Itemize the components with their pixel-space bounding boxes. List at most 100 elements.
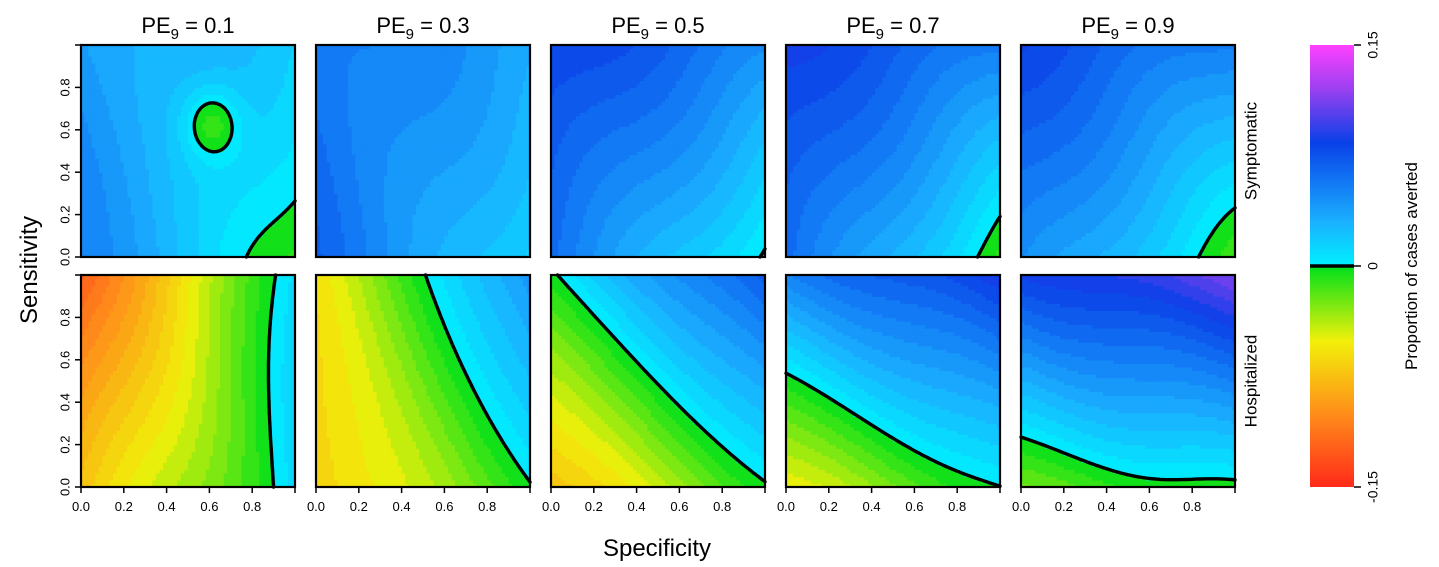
contour-cell — [92, 151, 96, 155]
contour-cell — [259, 126, 263, 130]
contour-cell — [156, 222, 160, 226]
contour-cell — [234, 197, 238, 201]
contour-cell — [373, 222, 377, 226]
contour-cell — [270, 94, 274, 98]
contour-cell — [274, 204, 278, 208]
contour-cell — [405, 243, 409, 247]
contour-cell — [113, 105, 117, 109]
contour-cell — [509, 225, 513, 229]
contour-cell — [284, 137, 288, 141]
contour-cell — [199, 116, 203, 120]
contour-cell — [163, 208, 167, 212]
contour-cell — [156, 102, 160, 106]
contour-cell — [159, 246, 163, 250]
contour-cell — [99, 66, 103, 70]
contour-cell — [152, 158, 156, 162]
contour-cell — [206, 109, 210, 113]
contour-cell — [117, 246, 121, 250]
contour-cell — [106, 179, 110, 183]
contour-cell — [209, 87, 213, 91]
contour-fill — [81, 45, 296, 258]
contour-cell — [238, 87, 242, 91]
contour-cell — [181, 176, 185, 180]
contour-cell — [95, 140, 99, 144]
contour-cell — [127, 204, 131, 208]
contour-cell — [85, 98, 89, 102]
contour-cell — [181, 73, 185, 77]
contour-cell — [288, 144, 292, 148]
contour-cell — [174, 49, 178, 53]
y-tick-label: 0.0 — [57, 248, 72, 266]
contour-cell — [156, 77, 160, 81]
contour-cell — [391, 218, 395, 222]
contour-cell — [231, 246, 235, 250]
contour-cell — [127, 133, 131, 137]
contour-cell — [127, 56, 131, 60]
contour-cell — [167, 94, 171, 98]
contour-cell — [501, 250, 505, 254]
contour-cell — [138, 91, 142, 95]
contour-cell — [516, 250, 520, 254]
contour-cell — [184, 232, 188, 236]
contour-cell — [95, 63, 99, 67]
contour-cell — [184, 109, 188, 113]
contour-cell — [469, 225, 473, 229]
contour-cell — [405, 246, 409, 250]
contour-cell — [327, 239, 331, 243]
contour-cell — [102, 52, 106, 56]
contour-cell — [284, 102, 288, 106]
contour-cell — [249, 144, 253, 148]
contour-cell — [152, 186, 156, 190]
contour-cell — [334, 246, 338, 250]
contour-cell — [231, 147, 235, 151]
contour-cell — [245, 186, 249, 190]
contour-cell — [110, 126, 114, 130]
contour-cell — [113, 204, 117, 208]
contour-cell — [277, 123, 281, 127]
contour-cell — [145, 218, 149, 222]
contour-cell — [149, 246, 153, 250]
contour-cell — [177, 172, 181, 176]
contour-cell — [163, 137, 167, 141]
contour-cell — [88, 126, 92, 130]
contour-cell — [473, 225, 477, 229]
contour-cell — [217, 179, 221, 183]
contour-cell — [135, 87, 139, 91]
contour-cell — [184, 165, 188, 169]
contour-cell — [252, 186, 256, 190]
contour-cell — [213, 63, 217, 67]
contour-cell — [259, 80, 263, 84]
contour-cell — [192, 49, 196, 53]
contour-cell — [85, 246, 89, 250]
contour-cell — [163, 59, 167, 63]
contour-cell — [459, 225, 463, 229]
contour-cell — [505, 229, 509, 233]
contour-cell — [135, 239, 139, 243]
contour-cell — [159, 232, 163, 236]
contour-cell — [491, 243, 495, 247]
contour-cell — [184, 197, 188, 201]
contour-cell — [174, 140, 178, 144]
contour-cell — [270, 80, 274, 84]
contour-cell — [242, 123, 246, 127]
contour-cell — [224, 211, 228, 215]
contour-cell — [281, 102, 285, 106]
contour-cell — [234, 56, 238, 60]
contour-cell — [135, 66, 139, 70]
contour-cell — [195, 169, 199, 173]
contour-cell — [288, 232, 292, 236]
contour-cell — [263, 176, 267, 180]
contour-cell — [95, 243, 99, 247]
contour-cell — [409, 250, 413, 254]
contour-cell — [110, 215, 114, 219]
contour-cell — [238, 98, 242, 102]
contour-cell — [249, 183, 253, 187]
contour-cell — [220, 165, 224, 169]
contour-cell — [234, 140, 238, 144]
contour-cell — [242, 232, 246, 236]
contour-cell — [124, 144, 128, 148]
contour-cell — [167, 123, 171, 127]
contour-cell — [217, 250, 221, 254]
contour-cell — [195, 239, 199, 243]
contour-cell — [266, 73, 270, 77]
